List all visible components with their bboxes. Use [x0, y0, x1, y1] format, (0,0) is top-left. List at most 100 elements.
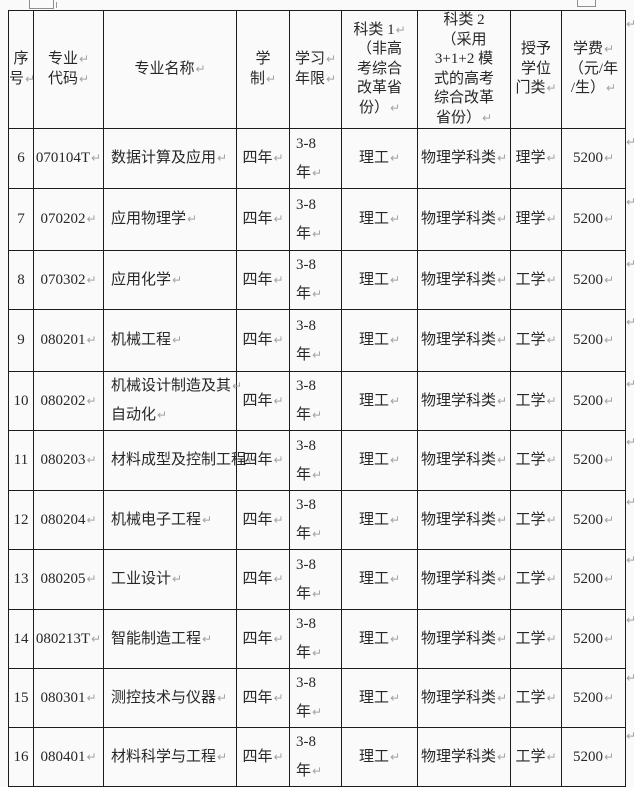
cell-category2[interactable]: 物理学科类↵ [417, 371, 511, 431]
cell-duration[interactable]: 四年↵ [236, 250, 290, 310]
cell-degree[interactable]: 工学↵ [510, 668, 562, 728]
cell-category2[interactable]: 物理学科类↵ [417, 430, 511, 491]
cell-duration[interactable]: 四年↵ [236, 309, 290, 372]
cell-years[interactable]: 3-8 年↵ [289, 188, 342, 251]
cell-name[interactable]: 材料科学与工程↵ [103, 727, 237, 787]
cell-code[interactable]: 080204↵ [33, 490, 104, 550]
cell-category2[interactable]: 物理学科类↵ [417, 188, 511, 251]
cell-category1[interactable]: 理工↵ [341, 188, 418, 251]
cell-degree[interactable]: 工学↵ [510, 309, 562, 372]
cell-years[interactable]: 3-8 年↵ [289, 250, 342, 310]
cell-tuition[interactable]: 5200↵ [561, 727, 626, 787]
cell-name[interactable]: 机械工程↵ [103, 309, 237, 372]
cell-index[interactable]: 6 [8, 128, 34, 189]
cell-years[interactable]: 3-8 年↵ [289, 309, 342, 372]
cell-degree[interactable]: 工学↵ [510, 727, 562, 787]
cell-years[interactable]: 3-8 年↵ [289, 430, 342, 491]
cell-category2[interactable]: 物理学科类↵ [417, 309, 511, 372]
cell-index[interactable]: 15 [8, 668, 34, 728]
cell-degree[interactable]: 工学↵ [510, 609, 562, 669]
cell-code[interactable]: 070104T↵ [33, 128, 104, 189]
cell-category2[interactable]: 物理学科类↵ [417, 549, 511, 610]
cell-name[interactable]: 数据计算及应用↵ [103, 128, 237, 189]
cell-degree[interactable]: 理学↵ [510, 128, 562, 189]
cell-years[interactable]: 3-8 年↵ [289, 490, 342, 550]
cell-tuition[interactable]: 5200↵ [561, 188, 626, 251]
cell-duration[interactable]: 四年↵ [236, 549, 290, 610]
cell-category1[interactable]: 理工↵ [341, 727, 418, 787]
cell-years[interactable]: 3-8 年↵ [289, 727, 342, 787]
cell-name[interactable]: 工业设计↵ [103, 549, 237, 610]
cell-index[interactable]: 9 [8, 309, 34, 372]
cell-duration[interactable]: 四年↵ [236, 371, 290, 431]
cell-years[interactable]: 3-8 年↵ [289, 668, 342, 728]
cell-category2[interactable]: 物理学科类↵ [417, 490, 511, 550]
column-header-degree[interactable]: 授予 学位 门类↵ [510, 10, 562, 129]
cell-category2[interactable]: 物理学科类↵ [417, 250, 511, 310]
cell-tuition[interactable]: 5200↵ [561, 371, 626, 431]
cell-name[interactable]: 应用化学↵ [103, 250, 237, 310]
cell-degree[interactable]: 工学↵ [510, 430, 562, 491]
cell-category2[interactable]: 物理学科类↵ [417, 609, 511, 669]
cell-tuition[interactable]: 5200↵ [561, 668, 626, 728]
cell-category1[interactable]: 理工↵ [341, 250, 418, 310]
cell-duration[interactable]: 四年↵ [236, 188, 290, 251]
cell-degree[interactable]: 理学↵ [510, 188, 562, 251]
cell-degree[interactable]: 工学↵ [510, 250, 562, 310]
cell-duration[interactable]: 四年↵ [236, 430, 290, 491]
cell-index[interactable]: 8 [8, 250, 34, 310]
cell-code[interactable]: 080201↵ [33, 309, 104, 372]
cell-code[interactable]: 080301↵ [33, 668, 104, 728]
cell-index[interactable]: 7 [8, 188, 34, 251]
cell-category2[interactable]: 物理学科类↵ [417, 128, 511, 189]
cell-years[interactable]: 3-8 年↵ [289, 549, 342, 610]
column-header-name[interactable]: 专业名称↵ [103, 10, 237, 129]
cell-duration[interactable]: 四年↵ [236, 668, 290, 728]
cell-name[interactable]: 智能制造工程↵ [103, 609, 237, 669]
cell-duration[interactable]: 四年↵ [236, 727, 290, 787]
cell-category1[interactable]: 理工↵ [341, 371, 418, 431]
cell-index[interactable]: 11 [8, 430, 34, 491]
cell-index[interactable]: 12 [8, 490, 34, 550]
cell-code[interactable]: 080203↵ [33, 430, 104, 491]
cell-tuition[interactable]: 5200↵ [561, 549, 626, 610]
cell-category1[interactable]: 理工↵ [341, 490, 418, 550]
cell-name[interactable]: 应用物理学↵ [103, 188, 237, 251]
cell-category1[interactable]: 理工↵ [341, 668, 418, 728]
cell-category1[interactable]: 理工↵ [341, 128, 418, 189]
cell-category1[interactable]: 理工↵ [341, 309, 418, 372]
column-header-code[interactable]: 专业↵ 代码↵ [33, 10, 104, 129]
cell-name[interactable]: 测控技术与仪器↵ [103, 668, 237, 728]
cell-index[interactable]: 10 [8, 371, 34, 431]
cell-index[interactable]: 14 [8, 609, 34, 669]
cell-degree[interactable]: 工学↵ [510, 490, 562, 550]
column-header-category1[interactable]: 科类 1↵ （非高 考综合 改革省 份）↵ [341, 10, 418, 129]
cell-tuition[interactable]: 5200↵ [561, 490, 626, 550]
cell-duration[interactable]: 四年↵ [236, 128, 290, 189]
cell-tuition[interactable]: 5200↵ [561, 609, 626, 669]
cell-tuition[interactable]: 5200↵ [561, 430, 626, 491]
cell-degree[interactable]: 工学↵ [510, 549, 562, 610]
column-header-category2[interactable]: 科类 2 （采用 3+1+2 模式的高考 综合改革 省份）↵ [417, 10, 511, 129]
cell-years[interactable]: 3-8 年↵ [289, 609, 342, 669]
column-header-duration[interactable]: 学制↵ [236, 10, 290, 129]
cell-duration[interactable]: 四年↵ [236, 490, 290, 550]
cell-tuition[interactable]: 5200↵ [561, 309, 626, 372]
cell-code[interactable]: 070302↵ [33, 250, 104, 310]
cell-code[interactable]: 080202↵ [33, 371, 104, 431]
cell-code[interactable]: 070202↵ [33, 188, 104, 251]
cell-name[interactable]: 机械设计制造及其↵ 自动化↵ [103, 371, 242, 431]
cell-years[interactable]: 3-8 年↵ [289, 371, 342, 431]
cell-name[interactable]: 机械电子工程↵ [103, 490, 237, 550]
column-header-index[interactable]: 序号↵ [8, 10, 35, 129]
cell-category2[interactable]: 物理学科类↵ [417, 668, 511, 728]
cell-duration[interactable]: 四年↵ [236, 609, 290, 669]
cell-index[interactable]: 16 [8, 727, 34, 787]
cell-code[interactable]: 080401↵ [33, 727, 104, 787]
cell-category2[interactable]: 物理学科类↵ [417, 727, 511, 787]
cell-tuition[interactable]: 5200↵ [561, 250, 626, 310]
column-header-tuition[interactable]: 学费↵ （元/年/生）↵ [561, 10, 626, 129]
cell-category1[interactable]: 理工↵ [341, 430, 418, 491]
cell-degree[interactable]: 工学↵ [510, 371, 562, 431]
cell-category1[interactable]: 理工↵ [341, 549, 418, 610]
